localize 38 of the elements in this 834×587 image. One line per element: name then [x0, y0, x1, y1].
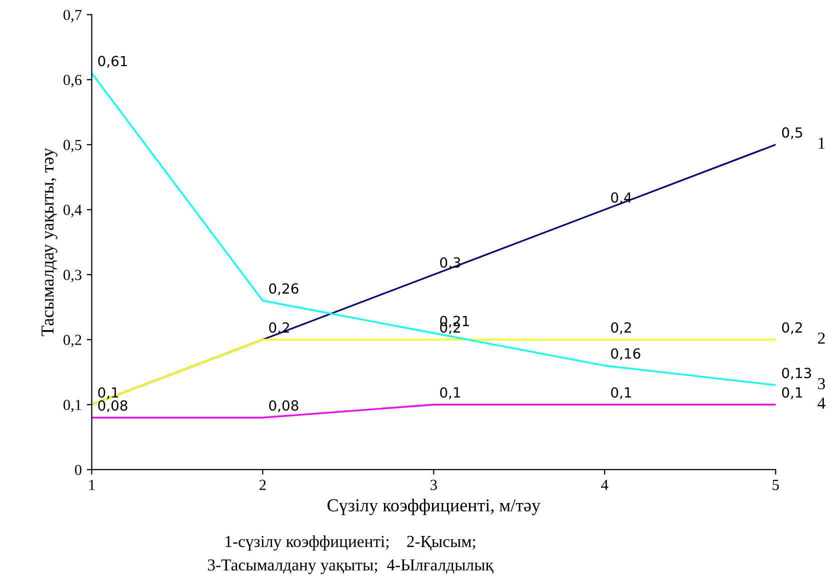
- y-tick-label: 0,6: [64, 74, 82, 88]
- y-axis-title: Тасымалдау уақыты, тәу: [42, 148, 58, 336]
- data-label: 0,26: [269, 283, 298, 296]
- y-tick-label: 0: [74, 464, 82, 476]
- x-tick-label: 2: [260, 480, 266, 490]
- y-tick-label: 0,1: [64, 400, 82, 412]
- data-label: 0,2: [269, 322, 289, 334]
- y-tick-label: 0,2: [64, 334, 82, 348]
- data-label: 0,1: [98, 387, 118, 400]
- data-label: 0,2: [782, 322, 802, 334]
- data-label: 0,08: [269, 400, 298, 412]
- data-label: 0,2: [611, 322, 631, 334]
- text: 3-Тасымалдану уақыты; 4-Ылғалдылық: [208, 559, 494, 574]
- data-label: 0,61: [98, 56, 127, 68]
- line-series: [92, 72, 776, 386]
- y-tick-label: 0,4: [64, 204, 82, 218]
- text: 3: [818, 378, 825, 390]
- x-tick-label: 3: [430, 480, 437, 490]
- text: 4: [818, 398, 826, 409]
- x-tick-label: 4: [601, 480, 608, 490]
- data-label: 0,1: [782, 387, 802, 400]
- text: 2: [818, 332, 825, 344]
- y-tick-label: 0,5: [64, 140, 82, 152]
- data-label: 0,3: [440, 257, 460, 270]
- data-label: 0,1: [440, 387, 460, 400]
- data-label: 0,08: [98, 400, 128, 412]
- data-label: 0,13: [782, 368, 811, 380]
- text: 1-сүзілу коэффициенті; 2-Қысым;: [226, 535, 476, 551]
- y-tick-label: 0,3: [64, 270, 82, 282]
- data-label: 0,5: [782, 127, 802, 140]
- x-tick-label: 1: [89, 480, 95, 490]
- data-label: 0,1: [611, 387, 632, 400]
- data-label: 0,4: [611, 192, 632, 204]
- y-tick-label: 0,7: [64, 10, 82, 22]
- x-tick-label: 5: [772, 480, 779, 490]
- data-label: 0,16: [611, 348, 640, 360]
- text: 1: [818, 138, 825, 149]
- x-axis-title: Сүзілу коэффициенті, м/тәу: [328, 498, 540, 516]
